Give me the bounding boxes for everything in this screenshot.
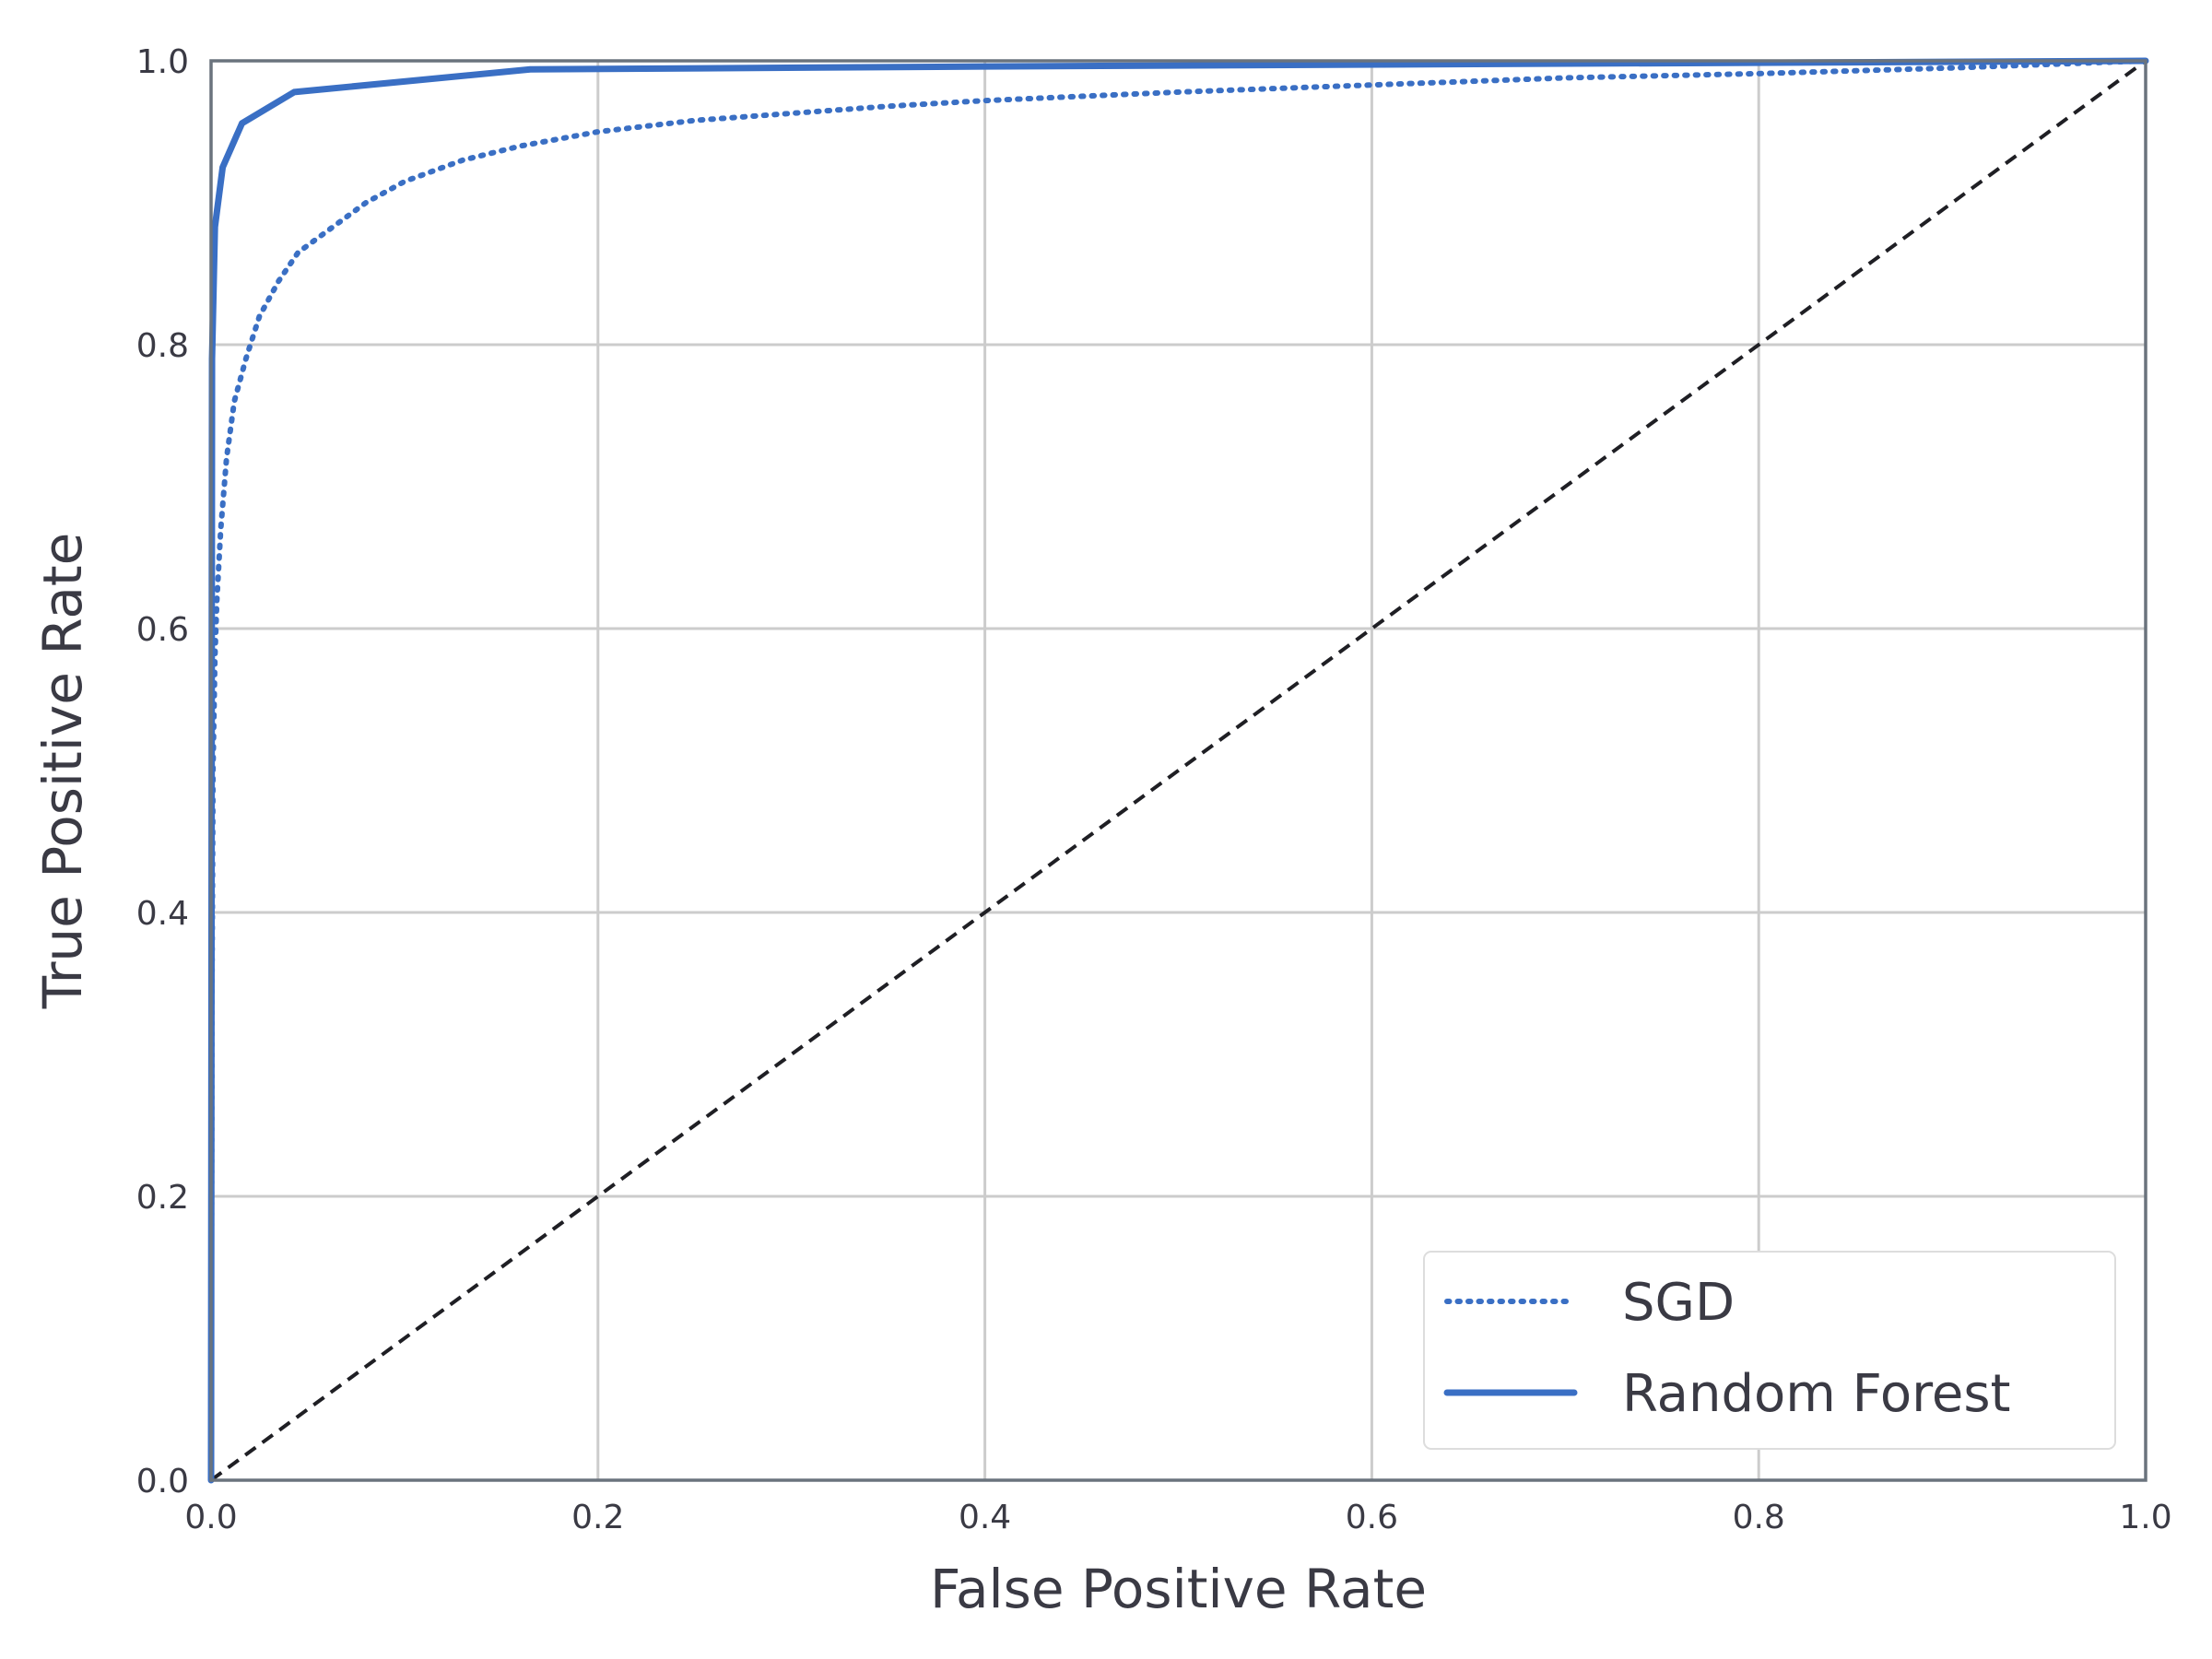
plot-frame: [209, 59, 2147, 1482]
x-tick-label: 1.0: [2119, 1499, 2171, 1536]
legend: SGD Random Forest: [1423, 1251, 2116, 1450]
x-axis-label: False Positive Rate: [930, 1558, 1427, 1620]
legend-label-random-forest: Random Forest: [1622, 1364, 2011, 1424]
x-tick-labels: 0.0 0.2 0.4 0.6 0.8 1.0: [184, 1499, 2171, 1536]
y-tick-label: 0.0: [136, 1463, 189, 1500]
legend-label-sgd: SGD: [1622, 1273, 1735, 1333]
y-axis-label: True Positive Rate: [31, 533, 94, 1010]
y-tick-label: 0.8: [136, 327, 189, 365]
y-tick-label: 0.2: [136, 1179, 189, 1217]
x-tick-label: 0.4: [959, 1499, 1011, 1536]
x-tick-label: 0.0: [184, 1499, 237, 1536]
series-line-random-forest: [207, 57, 2149, 1484]
x-tick-label: 0.8: [1733, 1499, 1785, 1536]
y-tick-label: 1.0: [136, 43, 189, 81]
series-line-chance-diagonal: [209, 59, 2147, 1482]
y-tick-label: 0.6: [136, 611, 189, 649]
series-layer: [207, 57, 2149, 1484]
legend-box: [1423, 1251, 2116, 1450]
x-tick-label: 0.6: [1346, 1499, 1398, 1536]
x-tick-label: 0.2: [571, 1499, 624, 1536]
grid-lines: [211, 61, 2146, 1480]
y-tick-labels: 0.0 0.2 0.4 0.6 0.8 1.0: [136, 43, 189, 1500]
series-line-sgd: [208, 58, 2148, 1483]
y-tick-label: 0.4: [136, 895, 189, 933]
